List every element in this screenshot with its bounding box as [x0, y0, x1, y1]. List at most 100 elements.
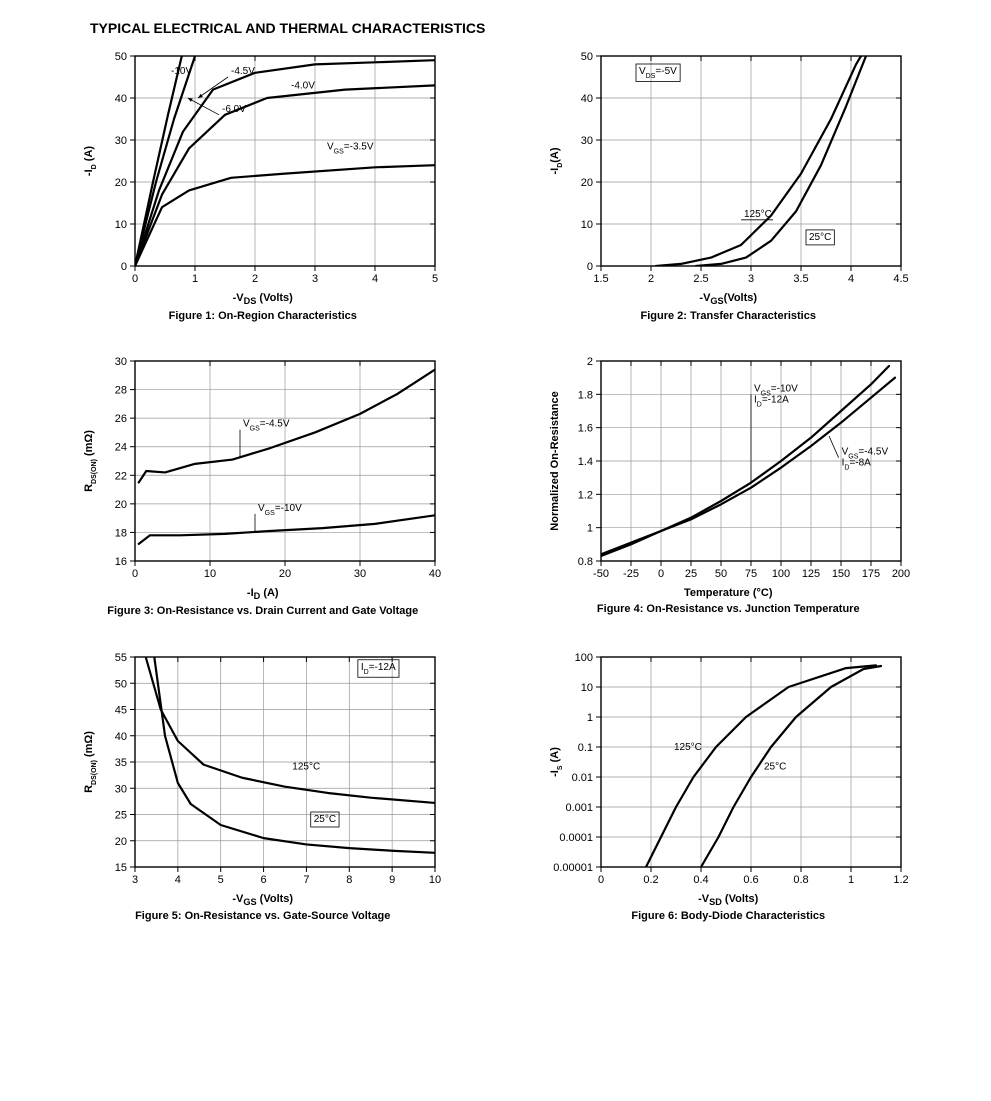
svg-text:1.4: 1.4 — [577, 456, 592, 468]
svg-text:4: 4 — [372, 273, 378, 285]
svg-text:10: 10 — [429, 874, 441, 886]
fig6-cell: 00.20.40.60.811.20.000010.00010.0010.010… — [516, 649, 942, 924]
fig3-caption: Figure 3: On-Resistance vs. Drain Curren… — [107, 605, 418, 619]
svg-text:-25: -25 — [623, 568, 639, 580]
svg-text:24: 24 — [115, 442, 127, 454]
fig1-caption: Figure 1: On-Region Characteristics — [169, 310, 357, 324]
svg-text:0.4: 0.4 — [693, 874, 708, 886]
svg-text:2: 2 — [252, 273, 258, 285]
fig4-caption: Figure 4: On-Resistance vs. Junction Tem… — [597, 603, 860, 617]
svg-text:-6.0V: -6.0V — [222, 104, 246, 115]
svg-text:1.6: 1.6 — [577, 423, 592, 435]
svg-text:22: 22 — [115, 471, 127, 483]
svg-text:4: 4 — [175, 874, 181, 886]
svg-text:1.8: 1.8 — [577, 390, 592, 402]
svg-text:50: 50 — [715, 568, 727, 580]
svg-text:125°C: 125°C — [674, 742, 702, 753]
svg-text:40: 40 — [581, 93, 593, 105]
svg-text:0: 0 — [132, 273, 138, 285]
fig2-svg: 1.522.533.544.501020304050VDS=-5V125°C25… — [546, 48, 911, 290]
svg-text:18: 18 — [115, 528, 127, 540]
svg-text:RDS(ON) (mΩ): RDS(ON) (mΩ) — [83, 731, 98, 793]
chart-grid: 01234501020304050-10V-4.5V-4.0V-6.0VVGS=… — [50, 48, 941, 924]
svg-text:20: 20 — [115, 177, 127, 189]
svg-text:16: 16 — [115, 556, 127, 568]
svg-text:10: 10 — [115, 219, 127, 231]
svg-text:0.8: 0.8 — [577, 556, 592, 568]
svg-text:100: 100 — [574, 652, 592, 664]
fig5-svg: 345678910152025303540455055ID=-12A125°C2… — [80, 649, 445, 891]
svg-text:Normalized On-Resistance: Normalized On-Resistance — [549, 392, 561, 531]
svg-text:125°C: 125°C — [293, 761, 321, 772]
svg-text:1.2: 1.2 — [893, 874, 908, 886]
svg-text:0.8: 0.8 — [793, 874, 808, 886]
svg-text:20: 20 — [581, 177, 593, 189]
svg-text:15: 15 — [115, 862, 127, 874]
svg-text:3: 3 — [748, 273, 754, 285]
fig6-xlabel: -VSD (Volts) — [698, 893, 758, 909]
fig1-xlabel: -VDS (Volts) — [233, 292, 293, 308]
fig1-svg: 01234501020304050-10V-4.5V-4.0V-6.0VVGS=… — [80, 48, 445, 290]
svg-text:200: 200 — [892, 568, 910, 580]
svg-text:75: 75 — [745, 568, 757, 580]
fig2-caption: Figure 2: Transfer Characteristics — [641, 310, 816, 324]
svg-text:-50: -50 — [593, 568, 609, 580]
svg-text:125: 125 — [802, 568, 820, 580]
svg-text:40: 40 — [429, 568, 441, 580]
svg-text:26: 26 — [115, 414, 127, 426]
fig3-cell: 0102030401618202224262830VGS=-4.5VVGS=-1… — [50, 353, 476, 618]
svg-text:-ID (A): -ID (A) — [83, 146, 98, 176]
svg-text:3: 3 — [132, 874, 138, 886]
fig5-caption: Figure 5: On-Resistance vs. Gate-Source … — [135, 910, 390, 924]
svg-text:6: 6 — [261, 874, 267, 886]
svg-text:40: 40 — [115, 93, 127, 105]
svg-text:30: 30 — [115, 783, 127, 795]
svg-text:3: 3 — [312, 273, 318, 285]
svg-text:35: 35 — [115, 757, 127, 769]
svg-text:100: 100 — [772, 568, 790, 580]
svg-text:VDS=-5V: VDS=-5V — [639, 66, 677, 80]
svg-text:0: 0 — [598, 874, 604, 886]
svg-text:5: 5 — [432, 273, 438, 285]
svg-text:-4.0V: -4.0V — [291, 81, 315, 92]
svg-text:30: 30 — [354, 568, 366, 580]
svg-text:2.5: 2.5 — [693, 273, 708, 285]
svg-text:5: 5 — [218, 874, 224, 886]
svg-text:-4.5V: -4.5V — [231, 66, 255, 77]
fig6-caption: Figure 6: Body-Diode Characteristics — [631, 910, 825, 924]
svg-text:VGS=-4.5V: VGS=-4.5V — [243, 419, 290, 433]
svg-text:20: 20 — [115, 836, 127, 848]
fig2-xlabel: -VGS(Volts) — [699, 292, 757, 308]
svg-text:ID=-8A: ID=-8A — [841, 458, 871, 472]
svg-text:25°C: 25°C — [314, 814, 336, 825]
fig5-cell: 345678910152025303540455055ID=-12A125°C2… — [50, 649, 476, 924]
svg-text:50: 50 — [581, 51, 593, 63]
fig2-cell: 1.522.533.544.501020304050VDS=-5V125°C25… — [516, 48, 942, 323]
svg-text:25°C: 25°C — [809, 232, 831, 243]
svg-text:10: 10 — [204, 568, 216, 580]
svg-text:RDS(ON) (mΩ): RDS(ON) (mΩ) — [83, 430, 98, 492]
svg-text:1: 1 — [192, 273, 198, 285]
svg-text:25: 25 — [115, 809, 127, 821]
svg-text:1.2: 1.2 — [577, 490, 592, 502]
svg-text:40: 40 — [115, 731, 127, 743]
svg-text:2: 2 — [587, 356, 593, 368]
svg-text:30: 30 — [581, 135, 593, 147]
svg-text:25: 25 — [685, 568, 697, 580]
fig4-xlabel: Temperature (°C) — [684, 587, 773, 601]
svg-text:-ID(A): -ID(A) — [549, 147, 564, 174]
svg-text:125°C: 125°C — [744, 209, 772, 220]
fig3-xlabel: -ID (A) — [247, 587, 279, 603]
svg-text:8: 8 — [346, 874, 352, 886]
fig6-svg: 00.20.40.60.811.20.000010.00010.0010.010… — [546, 649, 911, 891]
svg-text:150: 150 — [832, 568, 850, 580]
svg-text:0: 0 — [658, 568, 664, 580]
svg-text:-IS (A): -IS (A) — [549, 747, 564, 777]
svg-text:10: 10 — [581, 682, 593, 694]
svg-text:0: 0 — [587, 261, 593, 273]
svg-text:1: 1 — [587, 712, 593, 724]
svg-text:0.1: 0.1 — [577, 742, 592, 754]
svg-text:0: 0 — [121, 261, 127, 273]
svg-text:7: 7 — [304, 874, 310, 886]
svg-text:0.2: 0.2 — [643, 874, 658, 886]
